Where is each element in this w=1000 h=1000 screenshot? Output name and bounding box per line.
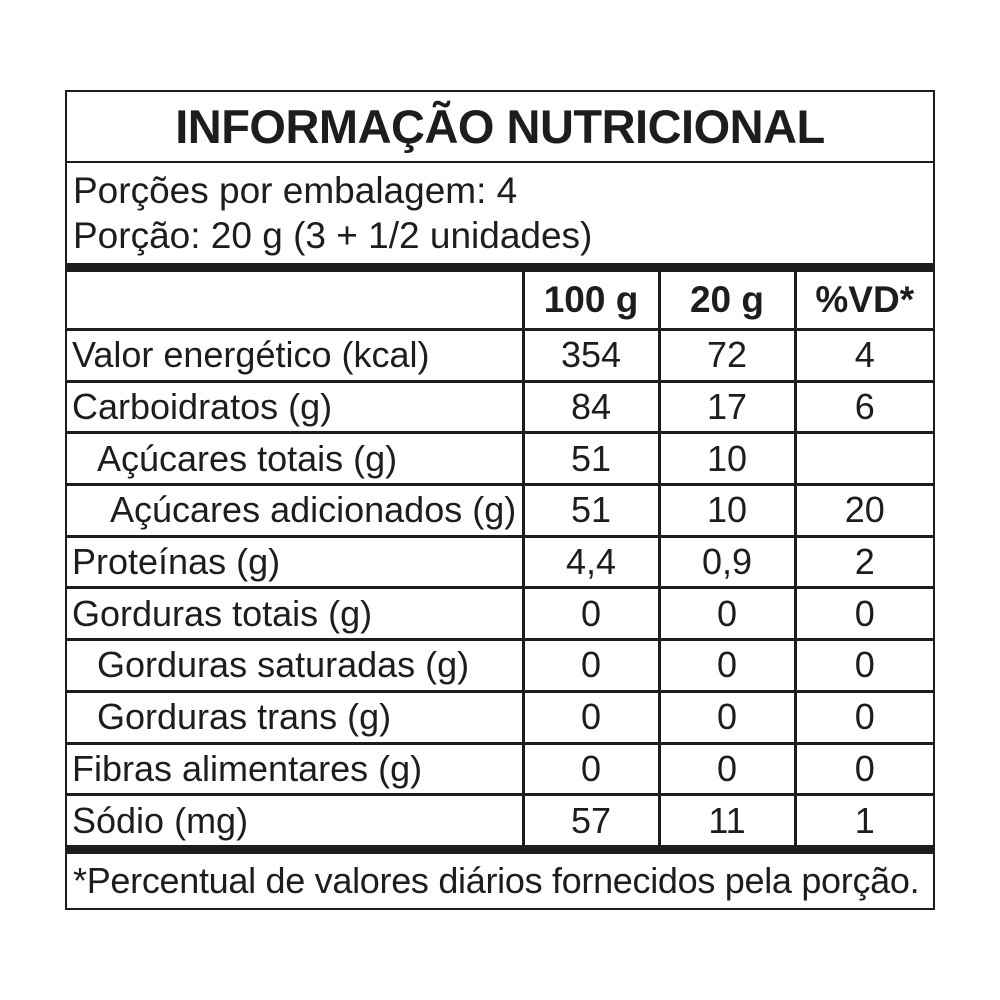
nutrient-name: Valor energético (kcal) <box>67 329 523 383</box>
value-per-20g: 0 <box>657 587 795 642</box>
nutrient-name: Sódio (mg) <box>72 799 249 841</box>
value-pct-vd: 0 <box>793 743 933 797</box>
value-per-20g: 0 <box>657 639 795 693</box>
value-per-20g: 10 <box>657 484 795 538</box>
table-row: Proteínas (g) 4,4 0,9 2 <box>67 536 933 590</box>
bottom-divider-bar <box>67 845 933 854</box>
value-pct-vd: 2 <box>793 536 933 590</box>
table-row: Gorduras totais (g) 0 0 0 <box>67 587 933 642</box>
nutrient-name: Gorduras totais (g) <box>67 587 523 642</box>
table-row: Valor energético (kcal) 354 72 4 <box>67 329 933 383</box>
value-per-20g: 0 <box>657 691 795 745</box>
nutrition-table: 100 g 20 g %VD* Valor energético (kcal) … <box>67 272 933 845</box>
value-per-100g: 0 <box>521 587 659 642</box>
nutrient-column-header <box>67 272 523 331</box>
nutrient-name: Gorduras saturadas (g) <box>67 639 523 693</box>
top-divider-bar <box>67 263 933 272</box>
table-row: Gorduras trans (g) 0 0 0 <box>67 691 933 745</box>
value-pct-vd: 1 <box>793 794 933 845</box>
value-pct-vd: 4 <box>793 329 933 383</box>
table-row: Sódio (mg) 57 11 1 <box>67 794 933 845</box>
nutrition-label-title: INFORMAÇÃO NUTRICIONAL <box>67 92 933 163</box>
table-row: Fibras alimentares (g) 0 0 0 <box>67 743 933 797</box>
value-per-20g: 72 <box>657 329 795 383</box>
nutrient-name: Carboidratos (g) <box>67 381 523 435</box>
nutrient-name: Açúcares totais (g) <box>67 432 523 487</box>
value-per-20g: 11 <box>657 794 795 845</box>
value-pct-vd: 6 <box>793 381 933 435</box>
table-header-row: 100 g 20 g %VD* <box>67 272 933 331</box>
column-header-20g: 20 g <box>657 272 795 331</box>
value-per-100g: 0 <box>521 743 659 797</box>
value-pct-vd <box>793 432 933 487</box>
nutrition-label: INFORMAÇÃO NUTRICIONAL Porções por embal… <box>65 90 935 910</box>
value-per-100g: 354 <box>521 329 659 383</box>
nutrient-name: Proteínas (g) <box>67 536 523 590</box>
value-pct-vd: 0 <box>793 691 933 745</box>
table-row: Carboidratos (g) 84 17 6 <box>67 381 933 435</box>
daily-value-footnote: *Percentual de valores diários fornecido… <box>73 860 920 901</box>
serving-info-section: Porções por embalagem: 4 Porção: 20 g (3… <box>67 163 933 263</box>
value-pct-vd: 0 <box>793 587 933 642</box>
value-pct-vd: 0 <box>793 639 933 693</box>
nutrition-table-body: Valor energético (kcal) 354 72 4 Carboid… <box>67 329 933 845</box>
table-row: Açúcares totais (g) 51 10 <box>67 432 933 487</box>
table-row: Gorduras saturadas (g) 0 0 0 <box>67 639 933 693</box>
value-per-20g: 17 <box>657 381 795 435</box>
value-per-20g: 10 <box>657 432 795 487</box>
value-per-100g: 0 <box>521 691 659 745</box>
value-per-100g: 84 <box>521 381 659 435</box>
value-per-100g: 57 <box>521 794 659 845</box>
value-per-100g: 0 <box>521 639 659 693</box>
servings-per-package-text: Porções por embalagem: 4 <box>73 169 518 211</box>
column-header-100g: 100 g <box>521 272 659 331</box>
nutrient-name: Açúcares adicionados (g) <box>67 484 523 538</box>
column-header-pct-vd: %VD* <box>793 272 933 331</box>
value-per-100g: 51 <box>521 432 659 487</box>
value-per-100g: 51 <box>521 484 659 538</box>
nutrient-name: Fibras alimentares (g) <box>67 743 523 797</box>
table-row: Açúcares adicionados (g) 51 10 20 <box>67 484 933 538</box>
nutrient-name: Gorduras trans (g) <box>67 691 523 745</box>
value-per-100g: 4,4 <box>521 536 659 590</box>
value-pct-vd: 20 <box>793 484 933 538</box>
value-per-20g: 0,9 <box>657 536 795 590</box>
value-per-20g: 0 <box>657 743 795 797</box>
portion-size-text: Porção: 20 g (3 + 1/2 unidades) <box>73 215 593 257</box>
